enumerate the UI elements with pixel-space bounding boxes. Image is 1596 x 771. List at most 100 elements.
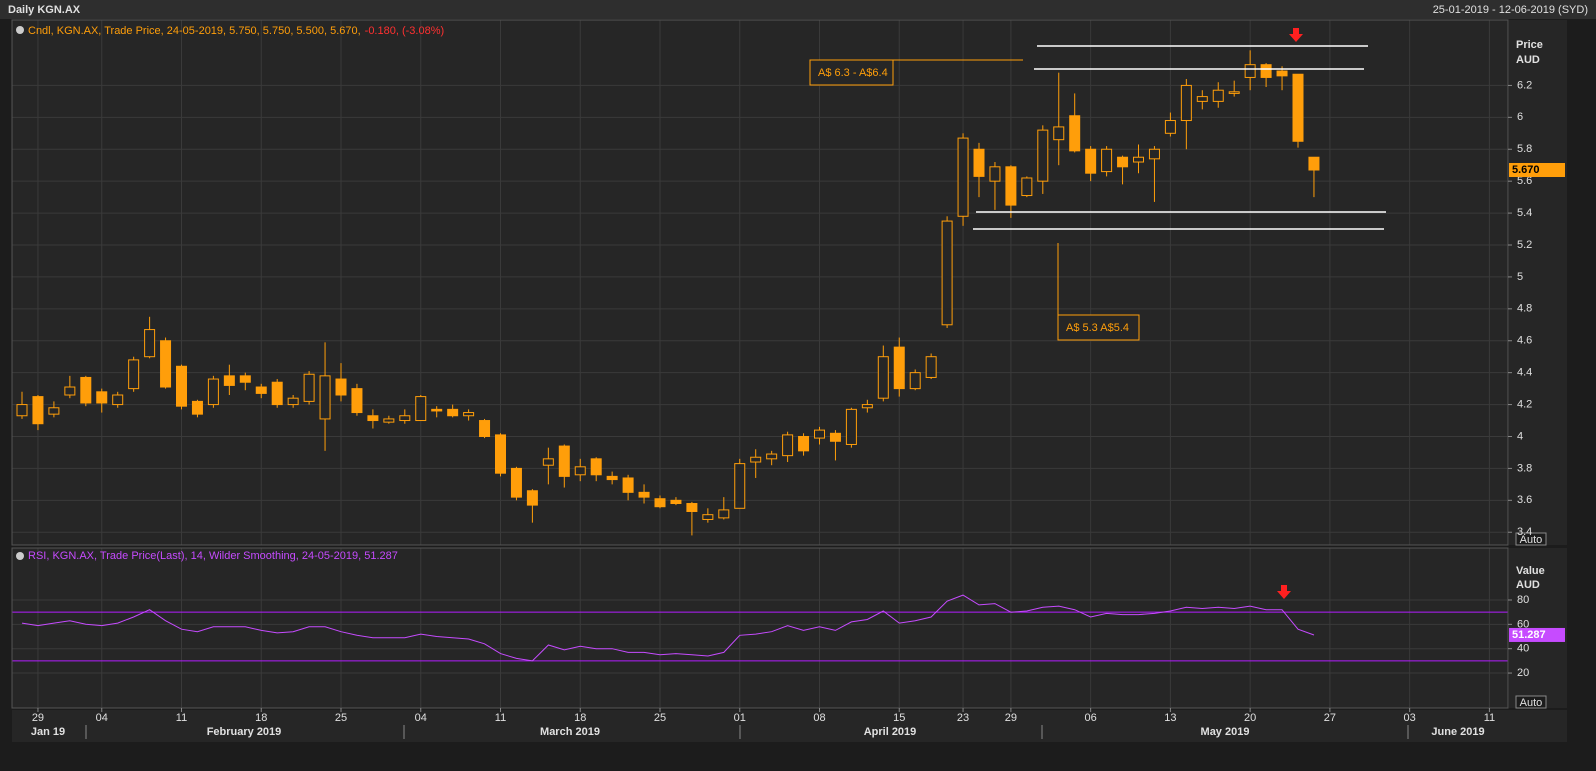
y-tick-label: 5.4 bbox=[1517, 207, 1532, 219]
candle-body bbox=[814, 429, 825, 439]
candle-body bbox=[654, 498, 666, 508]
candle-body bbox=[1148, 148, 1160, 160]
candle-body bbox=[909, 372, 921, 390]
candle-body bbox=[670, 499, 682, 505]
auto-scale-label[interactable]: Auto bbox=[1520, 697, 1543, 709]
candle-body bbox=[271, 381, 283, 406]
candle-body bbox=[32, 396, 44, 425]
x-tick-label: 01 bbox=[734, 712, 746, 724]
candle-body bbox=[1180, 84, 1192, 122]
candle-body bbox=[590, 458, 602, 476]
legend-icon[interactable] bbox=[16, 552, 24, 560]
candle-body bbox=[207, 378, 219, 406]
candle-body bbox=[128, 359, 140, 390]
x-tick-label: 06 bbox=[1085, 712, 1097, 724]
candle-body bbox=[96, 391, 108, 404]
candle-body bbox=[1133, 156, 1144, 163]
candle-body bbox=[495, 434, 506, 474]
candle-body bbox=[542, 458, 554, 466]
y-tick-label: 4.4 bbox=[1517, 367, 1532, 379]
candle-body bbox=[399, 415, 411, 422]
auto-scale-button[interactable] bbox=[1515, 532, 1547, 546]
candle-body bbox=[1164, 120, 1176, 134]
candle-body bbox=[303, 373, 315, 402]
auto-scale-button[interactable] bbox=[1515, 695, 1547, 709]
y-tick-label: 6 bbox=[1517, 111, 1523, 123]
y-tick-label: 3.8 bbox=[1517, 462, 1532, 474]
x-tick-label: 18 bbox=[255, 712, 267, 724]
candle-body bbox=[558, 445, 570, 477]
x-tick-label: 25 bbox=[654, 712, 666, 724]
date-range: 25-01-2019 - 12-06-2019 (SYD) bbox=[1433, 4, 1588, 16]
x-tick-label: 27 bbox=[1324, 712, 1336, 724]
rsi-frame bbox=[11, 547, 1509, 709]
y-axis-title: Value bbox=[1516, 565, 1545, 577]
candle-body bbox=[1021, 177, 1033, 197]
month-label: June 2019 bbox=[1431, 726, 1484, 738]
candle-body bbox=[335, 378, 347, 396]
month-separators bbox=[85, 725, 1409, 739]
arrow-marker bbox=[1289, 28, 1303, 42]
y-tick-label: 5 bbox=[1517, 271, 1523, 283]
candle-body bbox=[367, 415, 379, 422]
candle-body bbox=[319, 375, 331, 420]
candle-body bbox=[622, 477, 634, 493]
candle-body bbox=[383, 418, 395, 423]
x-tick-label: 03 bbox=[1404, 712, 1416, 724]
month-label: March 2019 bbox=[540, 726, 600, 738]
month-label: May 2019 bbox=[1201, 726, 1250, 738]
x-tick-label: 11 bbox=[495, 712, 506, 724]
legend-icon[interactable] bbox=[16, 26, 24, 34]
candle-body bbox=[1085, 148, 1097, 174]
candle-body bbox=[1260, 64, 1272, 78]
candle-body bbox=[351, 388, 363, 414]
candle-body bbox=[526, 490, 538, 506]
legend-text: Cndl, KGN.AX, Trade Price, 24-05-2019, 5… bbox=[28, 25, 361, 37]
x-tick-label: 11 bbox=[176, 712, 187, 724]
candle-body bbox=[1308, 156, 1320, 171]
callout-box[interactable] bbox=[1057, 314, 1140, 341]
auto-scale-label[interactable]: Auto bbox=[1520, 534, 1543, 546]
candle-body bbox=[255, 386, 267, 394]
callout-box[interactable] bbox=[809, 59, 894, 86]
candle-body bbox=[1244, 64, 1256, 78]
candle-body bbox=[718, 509, 730, 519]
callout-text: A$ 6.3 - A$6.4 bbox=[818, 67, 888, 79]
month-label: February 2019 bbox=[207, 726, 282, 738]
x-tick-label: 13 bbox=[1164, 712, 1176, 724]
rsi-plot bbox=[12, 548, 1508, 708]
x-tick-label: 04 bbox=[415, 712, 427, 724]
candle-body bbox=[447, 408, 459, 417]
rsi-line bbox=[21, 594, 1315, 662]
legend-change: -0.180, (-3.08%) bbox=[365, 25, 444, 37]
candle-body bbox=[1117, 156, 1129, 168]
last-value-label: 5.670 bbox=[1512, 164, 1540, 176]
title-bar bbox=[0, 0, 1596, 19]
candle-body bbox=[431, 408, 443, 412]
marks bbox=[12, 50, 1508, 662]
y-tick-label: 40 bbox=[1517, 643, 1529, 655]
candle-body bbox=[829, 432, 841, 442]
arrow-marker bbox=[1277, 585, 1291, 599]
candle-body bbox=[479, 420, 491, 437]
drawings: A$ 6.3 - A$6.4 A$ 5.3 A$5.4 bbox=[809, 28, 1386, 599]
candle-body bbox=[176, 365, 187, 407]
candle-body bbox=[893, 346, 905, 390]
x-tick-label: 04 bbox=[96, 712, 108, 724]
candle-body bbox=[112, 394, 124, 406]
grid bbox=[12, 20, 1508, 708]
y-tick-label: 60 bbox=[1517, 618, 1529, 630]
candle-body bbox=[702, 514, 714, 520]
candle-body bbox=[1005, 166, 1017, 206]
candle-body bbox=[1292, 73, 1304, 142]
last-value-box bbox=[1509, 627, 1565, 642]
candle-body bbox=[80, 376, 92, 404]
rsi-legend: RSI, KGN.AX, Trade Price(Last), 14, Wild… bbox=[28, 550, 398, 562]
candle-body bbox=[1276, 70, 1288, 77]
y-axis-unit: AUD bbox=[1516, 54, 1540, 66]
candle-body bbox=[957, 137, 969, 217]
y-axis-unit: AUD bbox=[1516, 579, 1540, 591]
candle-body bbox=[638, 491, 650, 498]
y-tick-label: 6.2 bbox=[1517, 79, 1532, 91]
candle-body bbox=[574, 466, 586, 476]
